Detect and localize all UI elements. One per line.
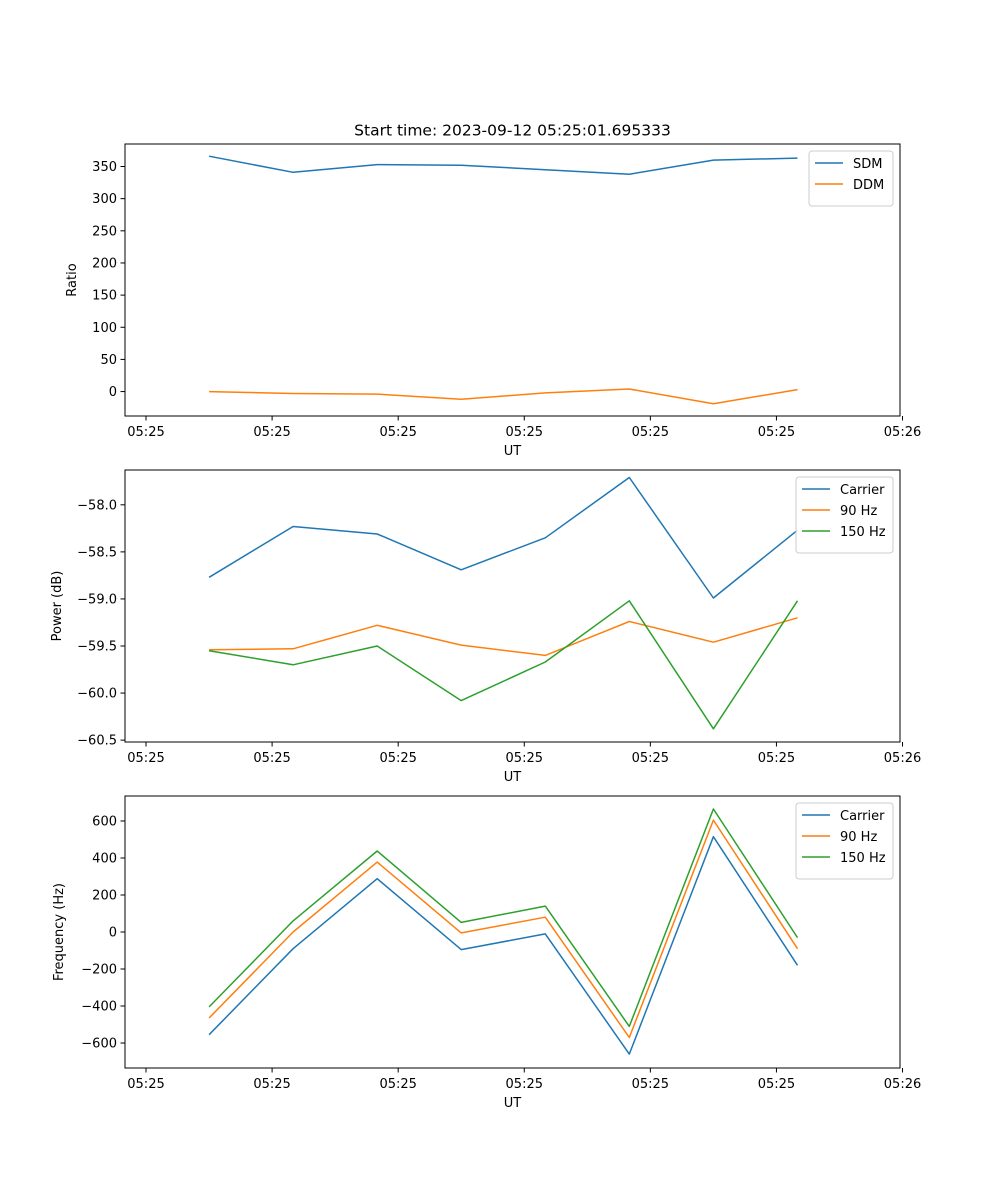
- y-axis-label: Ratio: [65, 263, 80, 296]
- y-tick-label: 400: [92, 851, 117, 866]
- legend-box: [808, 150, 894, 207]
- series-line-150-hz: [208, 808, 799, 1028]
- x-tick-label: 05:25: [506, 751, 543, 766]
- x-tick-label: 05:25: [758, 751, 795, 766]
- y-tick-label: 100: [92, 321, 117, 336]
- x-tick-label: 05:25: [506, 1077, 543, 1092]
- y-axis-label: Power (dB): [50, 571, 65, 642]
- subplot-frequency: 05:25 05:25 05:25 05:25 05:25 05:25 05:26 600 40…: [52, 795, 921, 1111]
- axes-frame: [124, 143, 901, 417]
- x-tick-label: 05:25: [127, 1077, 164, 1092]
- y-tick-label: −58.5: [77, 545, 117, 560]
- y-tick-label: 0: [109, 385, 117, 400]
- legend-label: 150 Hz: [840, 851, 886, 866]
- x-tick-label: 05:25: [253, 425, 290, 440]
- series-line-carrier: [208, 835, 799, 1055]
- y-tick-label: 250: [92, 224, 117, 239]
- series-line-90-hz: [209, 617, 798, 657]
- legend-label: Carrier: [840, 483, 885, 498]
- y-tick-label: 200: [92, 256, 117, 271]
- x-tick-label: 05:26: [884, 425, 921, 440]
- x-tick-label: 05:25: [632, 751, 669, 766]
- y-tick-label: 150: [92, 289, 117, 304]
- x-tick-label: 05:25: [127, 751, 164, 766]
- y-tick-label: −600: [81, 1037, 117, 1052]
- x-tick-label: 05:26: [884, 1077, 921, 1092]
- x-tick-label: 05:25: [758, 1077, 795, 1092]
- y-axis-label: Frequency (Hz): [52, 883, 67, 981]
- y-tick-label: 350: [92, 160, 117, 175]
- x-axis-label: UT: [504, 444, 522, 459]
- y-tick-label: 600: [92, 814, 117, 829]
- legend-label: 90 Hz: [840, 504, 877, 519]
- y-tick-label: −400: [81, 1000, 117, 1015]
- legend-label: 90 Hz: [840, 830, 877, 845]
- x-tick-label: 05:25: [506, 425, 543, 440]
- axes-frame: [124, 795, 901, 1069]
- legend-box: [795, 802, 894, 880]
- y-tick-label: 200: [92, 888, 117, 903]
- x-tick-label: 05:25: [379, 751, 416, 766]
- y-tick-label: 300: [92, 192, 117, 207]
- x-axis-label: UT: [504, 770, 522, 785]
- axes-frame: [124, 469, 901, 743]
- series-line-150-hz: [208, 600, 799, 730]
- x-tick-label: 05:25: [127, 425, 164, 440]
- subplot-ratio: 05:25 05:25 05:25 05:25 05:25 05:25 05:26 350 30…: [65, 143, 921, 459]
- y-tick-label: −60.0: [77, 687, 117, 702]
- y-tick-label: 50: [100, 353, 117, 368]
- x-tick-label: 05:25: [253, 1077, 290, 1092]
- y-tick-label: 0: [109, 926, 117, 941]
- y-tick-label: −58.0: [77, 498, 117, 513]
- subplot-power: 05:25 05:25 05:25 05:25 05:25 05:25 05:26 −58.0…: [50, 469, 921, 785]
- legend-label: DDM: [853, 178, 884, 193]
- x-tick-label: 05:25: [379, 1077, 416, 1092]
- x-tick-label: 05:25: [379, 425, 416, 440]
- series-line-90-hz: [208, 819, 799, 1039]
- legend-label: 150 Hz: [840, 525, 886, 540]
- series-line-sdm: [208, 155, 798, 175]
- y-tick-label: −200: [81, 963, 117, 978]
- x-axis-label: UT: [504, 1096, 522, 1111]
- x-tick-label: 05:26: [884, 751, 921, 766]
- figure-title: Start time: 2023-09-12 05:25:01.695333: [354, 122, 671, 140]
- series-line-ddm: [209, 388, 798, 405]
- y-tick-label: −59.5: [77, 640, 117, 655]
- x-tick-label: 05:25: [632, 1077, 669, 1092]
- legend-box: [795, 476, 894, 554]
- series-line-carrier: [208, 476, 798, 599]
- x-tick-label: 05:25: [253, 751, 290, 766]
- x-tick-label: 05:25: [758, 425, 795, 440]
- x-tick-label: 05:25: [632, 425, 669, 440]
- legend-label: Carrier: [840, 809, 885, 824]
- legend-label: SDM: [853, 157, 882, 172]
- y-tick-label: −59.0: [77, 592, 117, 607]
- y-tick-label: −60.5: [77, 734, 117, 749]
